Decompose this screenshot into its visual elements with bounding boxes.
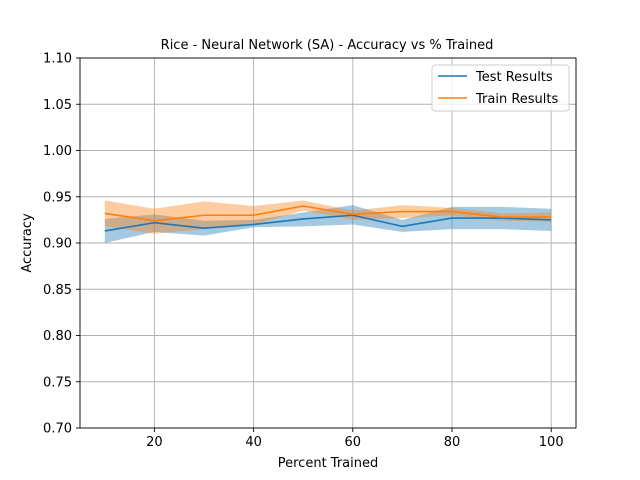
test-results-band — [104, 205, 552, 243]
y-tick-label: 0.80 — [43, 329, 72, 344]
y-tick-label: 1.10 — [43, 52, 72, 67]
test-results-line — [104, 214, 552, 232]
y-tick-label: 0.85 — [43, 283, 72, 298]
x-tick-label: 40 — [245, 435, 262, 450]
x-tick-label: 20 — [146, 435, 163, 450]
legend-label-train: Train Results — [475, 92, 558, 107]
train-results-line — [104, 205, 552, 222]
y-tick-label: 1.00 — [43, 144, 72, 159]
x-tick-label: 80 — [444, 435, 461, 450]
y-tick-label: 0.90 — [43, 237, 72, 252]
x-axis-label: Percent Trained — [278, 456, 379, 471]
legend-label-test: Test Results — [475, 70, 553, 85]
chart-title: Rice - Neural Network (SA) - Accuracy vs… — [161, 38, 494, 53]
y-axis-label: Accuracy — [20, 213, 35, 273]
y-tick-label: 1.05 — [43, 98, 72, 113]
y-tick-label: 0.95 — [43, 190, 72, 205]
y-tick-label: 0.70 — [43, 422, 72, 437]
train-results-band — [104, 200, 552, 234]
x-tick-label: 60 — [345, 435, 362, 450]
x-axis-ticks: 20 40 60 80 100 — [146, 428, 564, 450]
series-lines — [104, 205, 552, 232]
y-axis-ticks: 0.70 0.75 0.80 0.85 0.90 0.95 1.00 1.05 1.10 — [43, 52, 80, 437]
legend: Test Results Train Results — [431, 64, 570, 112]
y-tick-label: 0.75 — [43, 375, 72, 390]
confidence-bands — [104, 200, 552, 243]
x-tick-label: 100 — [539, 435, 564, 450]
